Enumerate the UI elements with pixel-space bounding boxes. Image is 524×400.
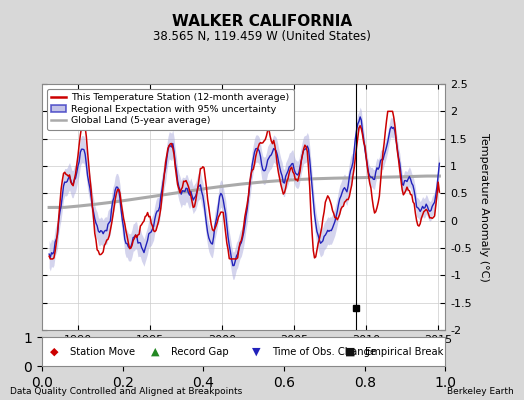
Text: Record Gap: Record Gap xyxy=(171,346,228,357)
Y-axis label: Temperature Anomaly (°C): Temperature Anomaly (°C) xyxy=(479,133,489,281)
Legend: This Temperature Station (12-month average), Regional Expectation with 95% uncer: This Temperature Station (12-month avera… xyxy=(47,89,294,130)
Text: ■: ■ xyxy=(345,346,355,357)
Text: 38.565 N, 119.459 W (United States): 38.565 N, 119.459 W (United States) xyxy=(153,30,371,43)
Text: ▲: ▲ xyxy=(151,346,159,357)
Text: Time of Obs. Change: Time of Obs. Change xyxy=(272,346,376,357)
Text: WALKER CALIFORNIA: WALKER CALIFORNIA xyxy=(172,14,352,29)
Text: Station Move: Station Move xyxy=(70,346,135,357)
Text: Empirical Break: Empirical Break xyxy=(365,346,443,357)
Text: ◆: ◆ xyxy=(50,346,59,357)
Text: ▼: ▼ xyxy=(252,346,260,357)
Text: Berkeley Earth: Berkeley Earth xyxy=(447,387,514,396)
Text: Data Quality Controlled and Aligned at Breakpoints: Data Quality Controlled and Aligned at B… xyxy=(10,387,243,396)
